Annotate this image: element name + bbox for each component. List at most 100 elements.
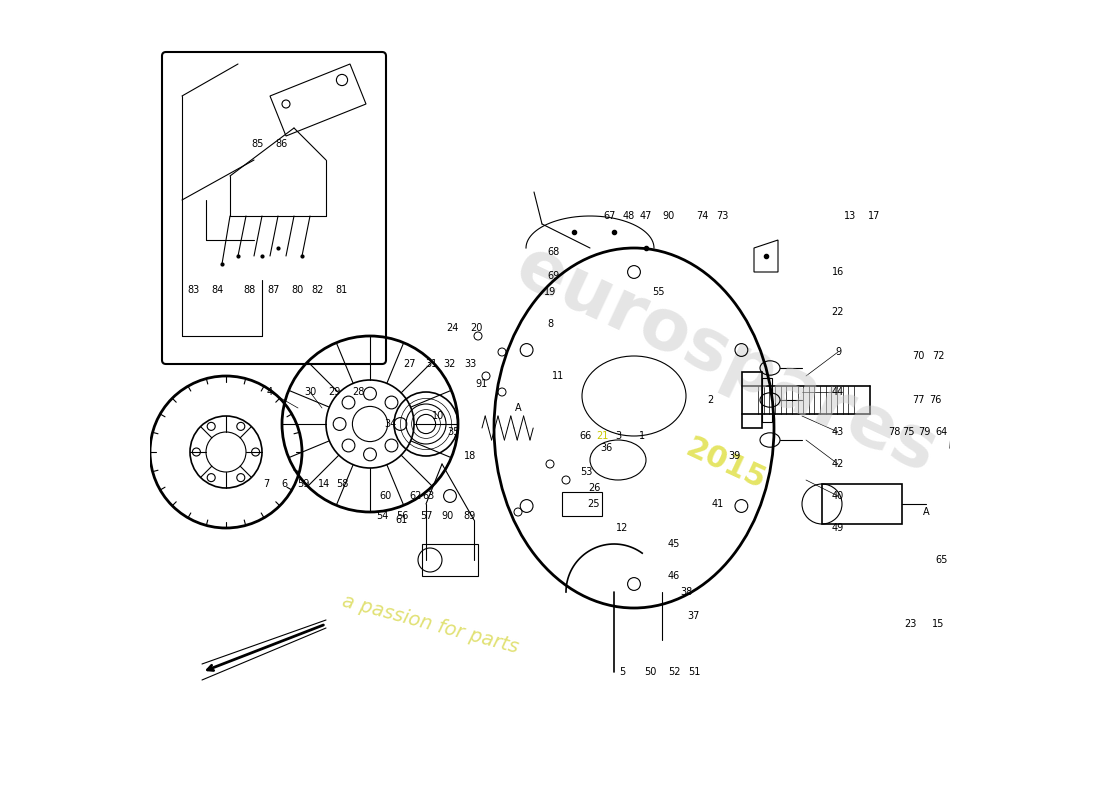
Text: 86: 86 bbox=[276, 139, 288, 149]
Text: 47: 47 bbox=[640, 211, 652, 221]
Text: 53: 53 bbox=[580, 467, 592, 477]
Text: 30: 30 bbox=[304, 387, 316, 397]
Text: 12: 12 bbox=[616, 523, 628, 533]
Text: 70: 70 bbox=[912, 351, 924, 361]
Text: 31: 31 bbox=[426, 359, 438, 369]
Text: 72: 72 bbox=[932, 351, 944, 361]
Text: 44: 44 bbox=[832, 387, 844, 397]
Text: 42: 42 bbox=[832, 459, 844, 469]
Text: 90: 90 bbox=[662, 211, 674, 221]
Text: 36: 36 bbox=[600, 443, 612, 453]
Text: 87: 87 bbox=[267, 286, 280, 295]
Text: 77: 77 bbox=[912, 395, 924, 405]
Text: 56: 56 bbox=[396, 511, 408, 521]
Bar bbox=[762, 378, 771, 422]
Text: 80: 80 bbox=[292, 286, 304, 295]
FancyBboxPatch shape bbox=[162, 52, 386, 364]
Text: 78: 78 bbox=[888, 427, 900, 437]
Text: 73: 73 bbox=[716, 211, 728, 221]
Text: 59: 59 bbox=[297, 479, 310, 489]
Text: 2015: 2015 bbox=[681, 433, 771, 495]
Text: 85: 85 bbox=[252, 139, 264, 149]
Text: 51: 51 bbox=[688, 667, 701, 677]
Text: 20: 20 bbox=[470, 323, 483, 333]
Text: 74: 74 bbox=[696, 211, 708, 221]
Text: 48: 48 bbox=[623, 211, 635, 221]
Text: 26: 26 bbox=[587, 483, 601, 493]
Bar bbox=[422, 544, 478, 576]
Text: 49: 49 bbox=[832, 523, 844, 533]
Text: 67: 67 bbox=[604, 211, 616, 221]
Text: 45: 45 bbox=[668, 539, 680, 549]
Text: 10: 10 bbox=[432, 411, 444, 421]
Text: 35: 35 bbox=[448, 427, 460, 437]
Text: 9: 9 bbox=[835, 347, 842, 357]
Text: 90: 90 bbox=[441, 511, 453, 521]
Text: 34: 34 bbox=[384, 419, 396, 429]
Text: 54: 54 bbox=[376, 511, 388, 521]
Text: 39: 39 bbox=[728, 451, 740, 461]
Bar bbox=[562, 492, 602, 516]
Text: 40: 40 bbox=[832, 491, 844, 501]
Text: 15: 15 bbox=[932, 619, 944, 629]
Text: 57: 57 bbox=[420, 511, 432, 521]
Text: 76: 76 bbox=[930, 395, 942, 405]
Text: 83: 83 bbox=[188, 286, 200, 295]
Text: 89: 89 bbox=[464, 511, 476, 521]
Text: 46: 46 bbox=[668, 571, 680, 581]
Text: 8: 8 bbox=[547, 319, 553, 329]
Text: 60: 60 bbox=[379, 491, 392, 501]
Text: 23: 23 bbox=[904, 619, 916, 629]
Text: 50: 50 bbox=[644, 667, 657, 677]
Text: 58: 58 bbox=[336, 479, 349, 489]
Text: 68: 68 bbox=[548, 247, 560, 257]
Text: 25: 25 bbox=[587, 499, 601, 509]
Text: 1: 1 bbox=[639, 431, 645, 441]
Text: 38: 38 bbox=[680, 587, 692, 597]
Text: 5: 5 bbox=[619, 667, 625, 677]
Bar bbox=[822, 484, 902, 524]
Text: 32: 32 bbox=[443, 359, 456, 369]
Text: A: A bbox=[515, 403, 521, 413]
Text: 16: 16 bbox=[832, 267, 844, 277]
Text: 33: 33 bbox=[464, 359, 476, 369]
Text: 4: 4 bbox=[267, 387, 273, 397]
Text: 82: 82 bbox=[311, 286, 324, 295]
Text: 37: 37 bbox=[688, 611, 701, 621]
Text: 28: 28 bbox=[352, 387, 364, 397]
Text: 52: 52 bbox=[668, 667, 680, 677]
Text: a passion for parts: a passion for parts bbox=[340, 591, 520, 657]
Text: 88: 88 bbox=[244, 286, 256, 295]
Text: eurospares: eurospares bbox=[505, 232, 947, 488]
Text: 29: 29 bbox=[328, 387, 340, 397]
Text: 17: 17 bbox=[868, 211, 880, 221]
Text: 61: 61 bbox=[396, 515, 408, 525]
Text: 11: 11 bbox=[552, 371, 564, 381]
Text: 65: 65 bbox=[936, 555, 948, 565]
Text: 91: 91 bbox=[476, 379, 488, 389]
Bar bbox=[742, 372, 762, 428]
Text: 55: 55 bbox=[651, 287, 664, 297]
Text: 18: 18 bbox=[464, 451, 476, 461]
Text: 81: 81 bbox=[336, 286, 348, 295]
Text: 13: 13 bbox=[844, 211, 856, 221]
Text: 2: 2 bbox=[707, 395, 713, 405]
Text: 43: 43 bbox=[832, 427, 844, 437]
Text: 3: 3 bbox=[615, 431, 622, 441]
Text: A: A bbox=[923, 507, 930, 517]
Text: 19: 19 bbox=[543, 287, 557, 297]
Text: 69: 69 bbox=[548, 271, 560, 281]
Text: 22: 22 bbox=[832, 307, 845, 317]
Text: 64: 64 bbox=[936, 427, 948, 437]
Text: 6: 6 bbox=[282, 479, 287, 489]
Text: 84: 84 bbox=[212, 286, 224, 295]
Text: 79: 79 bbox=[918, 427, 931, 437]
Text: 41: 41 bbox=[712, 499, 724, 509]
Text: 14: 14 bbox=[318, 479, 330, 489]
Text: 7: 7 bbox=[263, 479, 270, 489]
Text: 66: 66 bbox=[580, 431, 592, 441]
Text: 62: 62 bbox=[409, 491, 421, 501]
Text: 75: 75 bbox=[902, 427, 915, 437]
Text: 24: 24 bbox=[447, 323, 459, 333]
Text: 63: 63 bbox=[422, 491, 435, 501]
